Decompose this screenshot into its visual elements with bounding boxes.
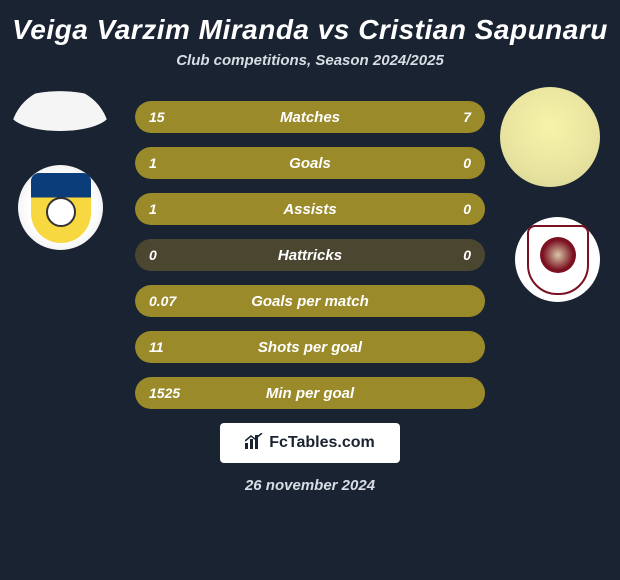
stat-label: Matches (135, 109, 485, 126)
stat-label: Min per goal (135, 385, 485, 402)
brand-logo-text: FcTables.com (269, 434, 375, 452)
page-title: Veiga Varzim Miranda vs Cristian Sapunar… (0, 0, 620, 52)
page-subtitle: Club competitions, Season 2024/2025 (0, 52, 620, 87)
stat-row: 10Assists (135, 193, 485, 225)
player-right-club-badge (515, 217, 600, 302)
stat-label: Shots per goal (135, 339, 485, 356)
stat-row: 0.07Goals per match (135, 285, 485, 317)
player-right-avatar (500, 87, 600, 187)
stat-row: 00Hattricks (135, 239, 485, 271)
placeholder-avatar-icon (10, 95, 110, 131)
stat-label: Hattricks (135, 247, 485, 264)
stat-label: Assists (135, 201, 485, 218)
stat-row: 1525Min per goal (135, 377, 485, 409)
stat-label: Goals per match (135, 293, 485, 310)
snapshot-date: 26 november 2024 (20, 477, 600, 494)
stat-label: Goals (135, 155, 485, 172)
stat-row: 11Shots per goal (135, 331, 485, 363)
petrolul-crest-icon (31, 173, 91, 243)
stat-row: 157Matches (135, 101, 485, 133)
stats-bars: 157Matches 10Goals 10Assists 00Hattricks 0.0… (135, 87, 485, 409)
comparison-panel: 157Matches 10Goals 10Assists 00Hattricks 0.0… (0, 87, 620, 494)
rapid-crest-icon (527, 225, 589, 295)
chart-icon (245, 433, 263, 454)
brand-logo[interactable]: FcTables.com (220, 423, 400, 463)
stat-row: 10Goals (135, 147, 485, 179)
player-left-club-badge (18, 165, 103, 250)
